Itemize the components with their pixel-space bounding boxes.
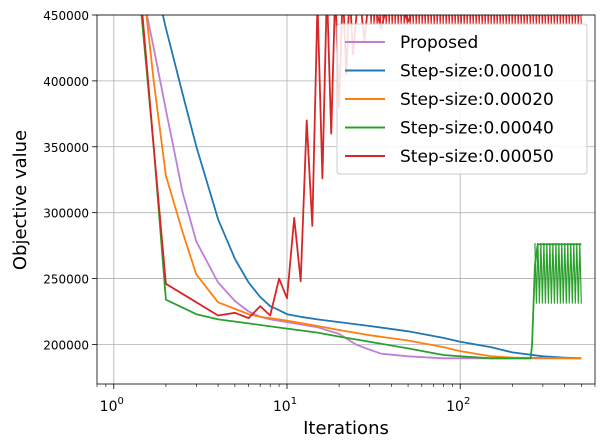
- y-tick-label: 350000: [43, 141, 89, 155]
- legend-label: Step-size:0.00010: [400, 62, 554, 82]
- x-tick-label-exponent: 2: [464, 396, 470, 407]
- legend-box: [336, 23, 588, 175]
- series-line: [161, 15, 582, 360]
- x-tick-label-exponent: 1: [291, 396, 297, 407]
- legend: Proposed Step-size:0.00010 Step-size:0.000…: [336, 23, 588, 175]
- legend-label: Step-size:0.00020: [400, 90, 554, 110]
- series-oscillation-band: [534, 242, 582, 304]
- x-tick-label-base: 10: [100, 399, 118, 415]
- plot-frame: [96, 14, 596, 385]
- series-line: [141, 15, 412, 320]
- x-tick-label: 100: [100, 396, 124, 415]
- x-tick-label: 101: [273, 396, 297, 415]
- x-tick-label-base: 10: [446, 399, 464, 415]
- y-axis-label: Objective value: [10, 130, 31, 270]
- legend-label: Step-size:0.00050: [400, 147, 554, 167]
- series-line: [145, 15, 582, 360]
- y-tick-label: 300000: [43, 207, 89, 221]
- x-tick-label-exponent: 0: [118, 396, 124, 407]
- y-tick-label: 250000: [43, 273, 89, 287]
- x-axis-label: Iterations: [303, 418, 389, 439]
- axis-ticks: 100 101 1022000002500003000003500004000004…: [43, 9, 596, 415]
- series-lines: [140, 15, 582, 360]
- x-tick-label: 102: [446, 396, 470, 415]
- y-tick-label: 400000: [43, 75, 89, 89]
- x-tick-label-base: 10: [273, 399, 291, 415]
- legend-label: Step-size:0.00040: [400, 119, 554, 139]
- series-line: [140, 15, 582, 360]
- y-tick-label: 200000: [43, 338, 89, 352]
- y-tick-label: 450000: [43, 9, 89, 23]
- legend-label: Proposed: [400, 33, 478, 53]
